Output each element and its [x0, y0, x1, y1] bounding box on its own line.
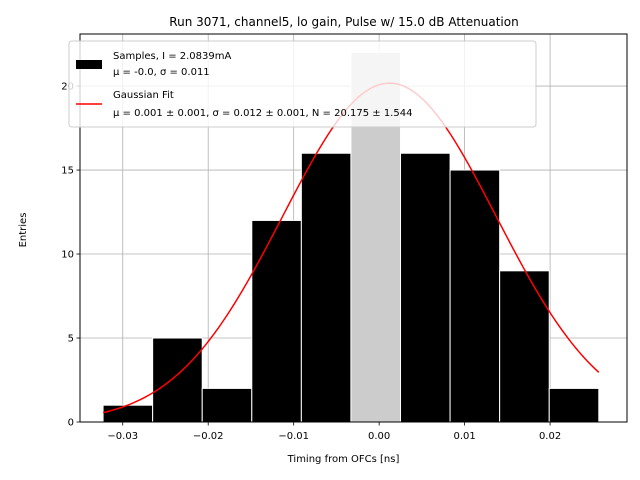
x-tick-label: −0.03 — [107, 431, 138, 442]
histogram-bar — [152, 337, 203, 423]
histogram-bar — [251, 219, 302, 423]
x-axis-ticks: −0.03 −0.02 −0.01 0.00 0.01 0.02 — [107, 422, 561, 442]
x-tick-label: 0.00 — [368, 431, 390, 442]
legend-samples-swatch — [76, 60, 102, 69]
legend: Samples, I = 2.0839mA μ = -0.0, σ = 0.01… — [68, 40, 537, 128]
y-axis-label: Entries — [18, 213, 29, 248]
x-tick-label: 0.02 — [539, 431, 561, 442]
legend-fit-label: Gaussian Fit — [113, 90, 174, 101]
x-tick-label: −0.02 — [193, 431, 224, 442]
histogram-bar — [499, 270, 550, 423]
legend-fit-stats: μ = 0.001 ± 0.001, σ = 0.012 ± 0.001, N … — [113, 108, 412, 119]
axes-frame — [79, 33, 628, 423]
legend-samples-label: Samples, I = 2.0839mA — [113, 51, 231, 62]
legend-box — [68, 40, 537, 128]
y-tick-label: 10 — [61, 250, 74, 261]
y-tick-label: 15 — [61, 166, 74, 177]
legend-samples-stats: μ = -0.0, σ = 0.011 — [113, 67, 210, 78]
histogram-bar — [449, 169, 501, 423]
histogram-bar — [400, 152, 451, 423]
y-tick-label: 20 — [61, 82, 74, 93]
y-tick-label: 0 — [68, 418, 74, 429]
y-tick-label: 5 — [68, 334, 74, 345]
histogram-bar — [300, 152, 352, 423]
x-axis-label: Timing from OFCs [ns] — [287, 454, 400, 465]
histogram-bar — [548, 387, 600, 423]
histogram-bar — [201, 387, 253, 423]
histogram-bar — [102, 404, 154, 423]
x-tick-label: 0.01 — [453, 431, 475, 442]
x-tick-label: −0.01 — [278, 431, 309, 442]
chart-title: Run 3071, channel5, lo gain, Pulse w/ 15… — [169, 15, 518, 29]
